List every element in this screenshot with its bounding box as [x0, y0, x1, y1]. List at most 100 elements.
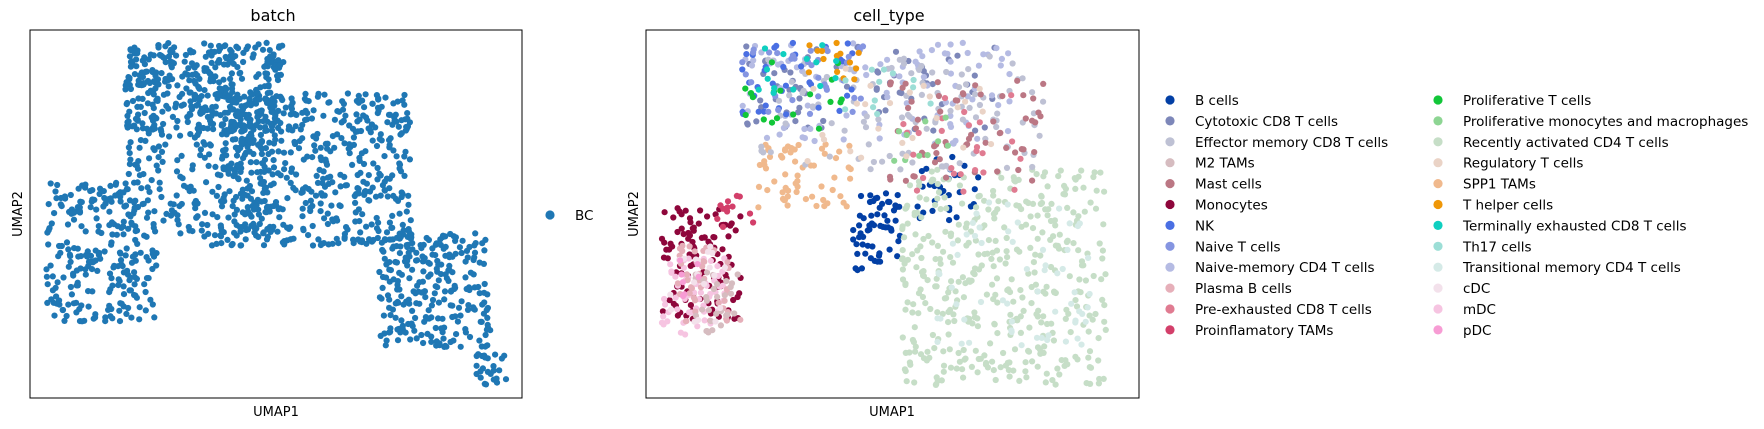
point-mast-cells	[886, 173, 894, 180]
point-cdc	[706, 264, 713, 271]
point-regulatory-t-cells	[960, 144, 967, 151]
point-bc	[108, 275, 115, 282]
point-recently-activated-cd4-t-cells	[1042, 379, 1049, 386]
point-bc	[147, 296, 154, 303]
point-naive-memory-cd4-t-cells	[804, 102, 811, 109]
point-mast-cells	[959, 90, 967, 97]
point-recently-activated-cd4-t-cells	[975, 251, 982, 258]
point-pre-exhausted-cd8-t-cells	[1009, 138, 1016, 145]
point-transitional-memory-cd4-t-cells	[934, 338, 941, 345]
point-bc	[258, 138, 265, 146]
point-recently-activated-cd4-t-cells	[990, 187, 997, 195]
point-naive-memory-cd4-t-cells	[807, 125, 814, 132]
point-recently-activated-cd4-t-cells	[1095, 357, 1102, 364]
point-bc	[257, 168, 264, 175]
legend-marker	[545, 210, 555, 220]
point-bc	[44, 299, 51, 306]
point-bc	[82, 228, 89, 235]
point-bc	[213, 240, 220, 247]
legend-item-spp1-tams: SPP1 TAMs	[1433, 177, 1536, 193]
point-bc	[278, 137, 285, 144]
point-bc	[373, 214, 380, 222]
point-naive-memory-cd4-t-cells	[919, 53, 926, 60]
point-effector-memory-cd8-t-cells	[938, 163, 946, 170]
point-bc	[259, 181, 266, 188]
point-bc	[140, 171, 147, 178]
point-effector-memory-cd8-t-cells	[879, 158, 886, 165]
legend-label: cDC	[1463, 281, 1490, 297]
point-bc	[302, 184, 309, 191]
point-bc	[101, 248, 108, 255]
point-monocytes	[667, 240, 674, 247]
point-recently-activated-cd4-t-cells	[988, 255, 995, 262]
point-bc	[151, 125, 158, 132]
point-spp1-tams	[771, 178, 778, 185]
point-bc	[307, 197, 314, 204]
point-b-cells	[874, 211, 881, 218]
point-bc	[369, 137, 376, 144]
point-bc	[106, 208, 113, 215]
point-plasma-b-cells	[679, 247, 686, 255]
point-recently-activated-cd4-t-cells	[1022, 221, 1030, 228]
point-spp1-tams	[820, 196, 827, 204]
point-bc	[234, 45, 242, 52]
point-recently-activated-cd4-t-cells	[911, 209, 918, 216]
point-bc	[141, 281, 148, 288]
point-bc	[222, 116, 229, 123]
point-naive-memory-cd4-t-cells	[758, 49, 765, 56]
point-effector-memory-cd8-t-cells	[947, 107, 954, 114]
point-b-cells	[885, 198, 892, 205]
point-effector-memory-cd8-t-cells	[875, 116, 882, 123]
point-bc	[95, 228, 102, 235]
point-recently-activated-cd4-t-cells	[940, 362, 948, 369]
point-bc	[231, 170, 238, 177]
point-bc	[396, 210, 403, 217]
point-bc	[207, 42, 214, 49]
point-bc	[408, 231, 415, 238]
point-recently-activated-cd4-t-cells	[1062, 357, 1069, 364]
point-bc	[437, 236, 444, 243]
point-cytotoxic-cd8-t-cells	[792, 118, 799, 125]
point-bc	[265, 82, 272, 89]
point-bc	[412, 314, 419, 322]
point-bc	[411, 327, 418, 334]
point-bc	[317, 208, 324, 215]
point-bc	[49, 287, 57, 294]
point-spp1-tams	[793, 188, 800, 196]
point-pre-exhausted-cd8-t-cells	[976, 119, 983, 126]
point-transitional-memory-cd4-t-cells	[977, 298, 985, 306]
point-pre-exhausted-cd8-t-cells	[965, 122, 973, 129]
point-m2-tams	[734, 271, 741, 278]
point-bc	[310, 107, 317, 114]
point-regulatory-t-cells	[858, 154, 865, 161]
point-bc	[270, 140, 278, 147]
point-bc	[209, 211, 216, 218]
point-bc	[355, 92, 362, 99]
point-bc	[122, 252, 129, 259]
point-bc	[261, 197, 268, 205]
point-mdc	[719, 282, 727, 289]
point-monocytes	[674, 228, 681, 236]
point-regulatory-t-cells	[867, 82, 874, 89]
point-bc	[293, 171, 300, 178]
point-bc	[135, 95, 142, 102]
point-recently-activated-cd4-t-cells	[1030, 259, 1037, 266]
point-recently-activated-cd4-t-cells	[932, 201, 939, 208]
point-bc	[266, 47, 273, 54]
point-recently-activated-cd4-t-cells	[983, 359, 990, 367]
point-bc	[287, 179, 294, 186]
point-transitional-memory-cd4-t-cells	[963, 231, 970, 238]
point-bc	[85, 258, 93, 265]
point-bc	[321, 192, 328, 199]
point-bc	[253, 201, 260, 209]
point-mast-cells	[999, 93, 1006, 100]
point-recently-activated-cd4-t-cells	[1056, 371, 1063, 378]
cell-type-title: cell_type	[853, 6, 924, 26]
point-recently-activated-cd4-t-cells	[909, 251, 916, 258]
point-b-cells	[864, 242, 871, 249]
point-bc	[374, 164, 381, 172]
point-bc	[388, 224, 395, 231]
point-bc	[163, 102, 170, 109]
point-bc	[435, 299, 442, 306]
